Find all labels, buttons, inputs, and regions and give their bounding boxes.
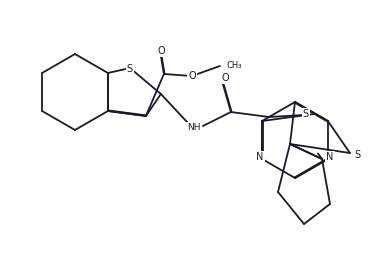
Text: N: N (257, 152, 264, 162)
Text: O: O (188, 71, 196, 81)
Text: CH₃: CH₃ (226, 62, 241, 70)
Text: S: S (127, 64, 133, 74)
Text: S: S (303, 109, 309, 119)
Text: S: S (355, 150, 361, 160)
Text: N: N (326, 152, 334, 162)
Text: O: O (157, 46, 165, 56)
Text: NH: NH (187, 122, 200, 131)
Text: O: O (221, 73, 229, 83)
